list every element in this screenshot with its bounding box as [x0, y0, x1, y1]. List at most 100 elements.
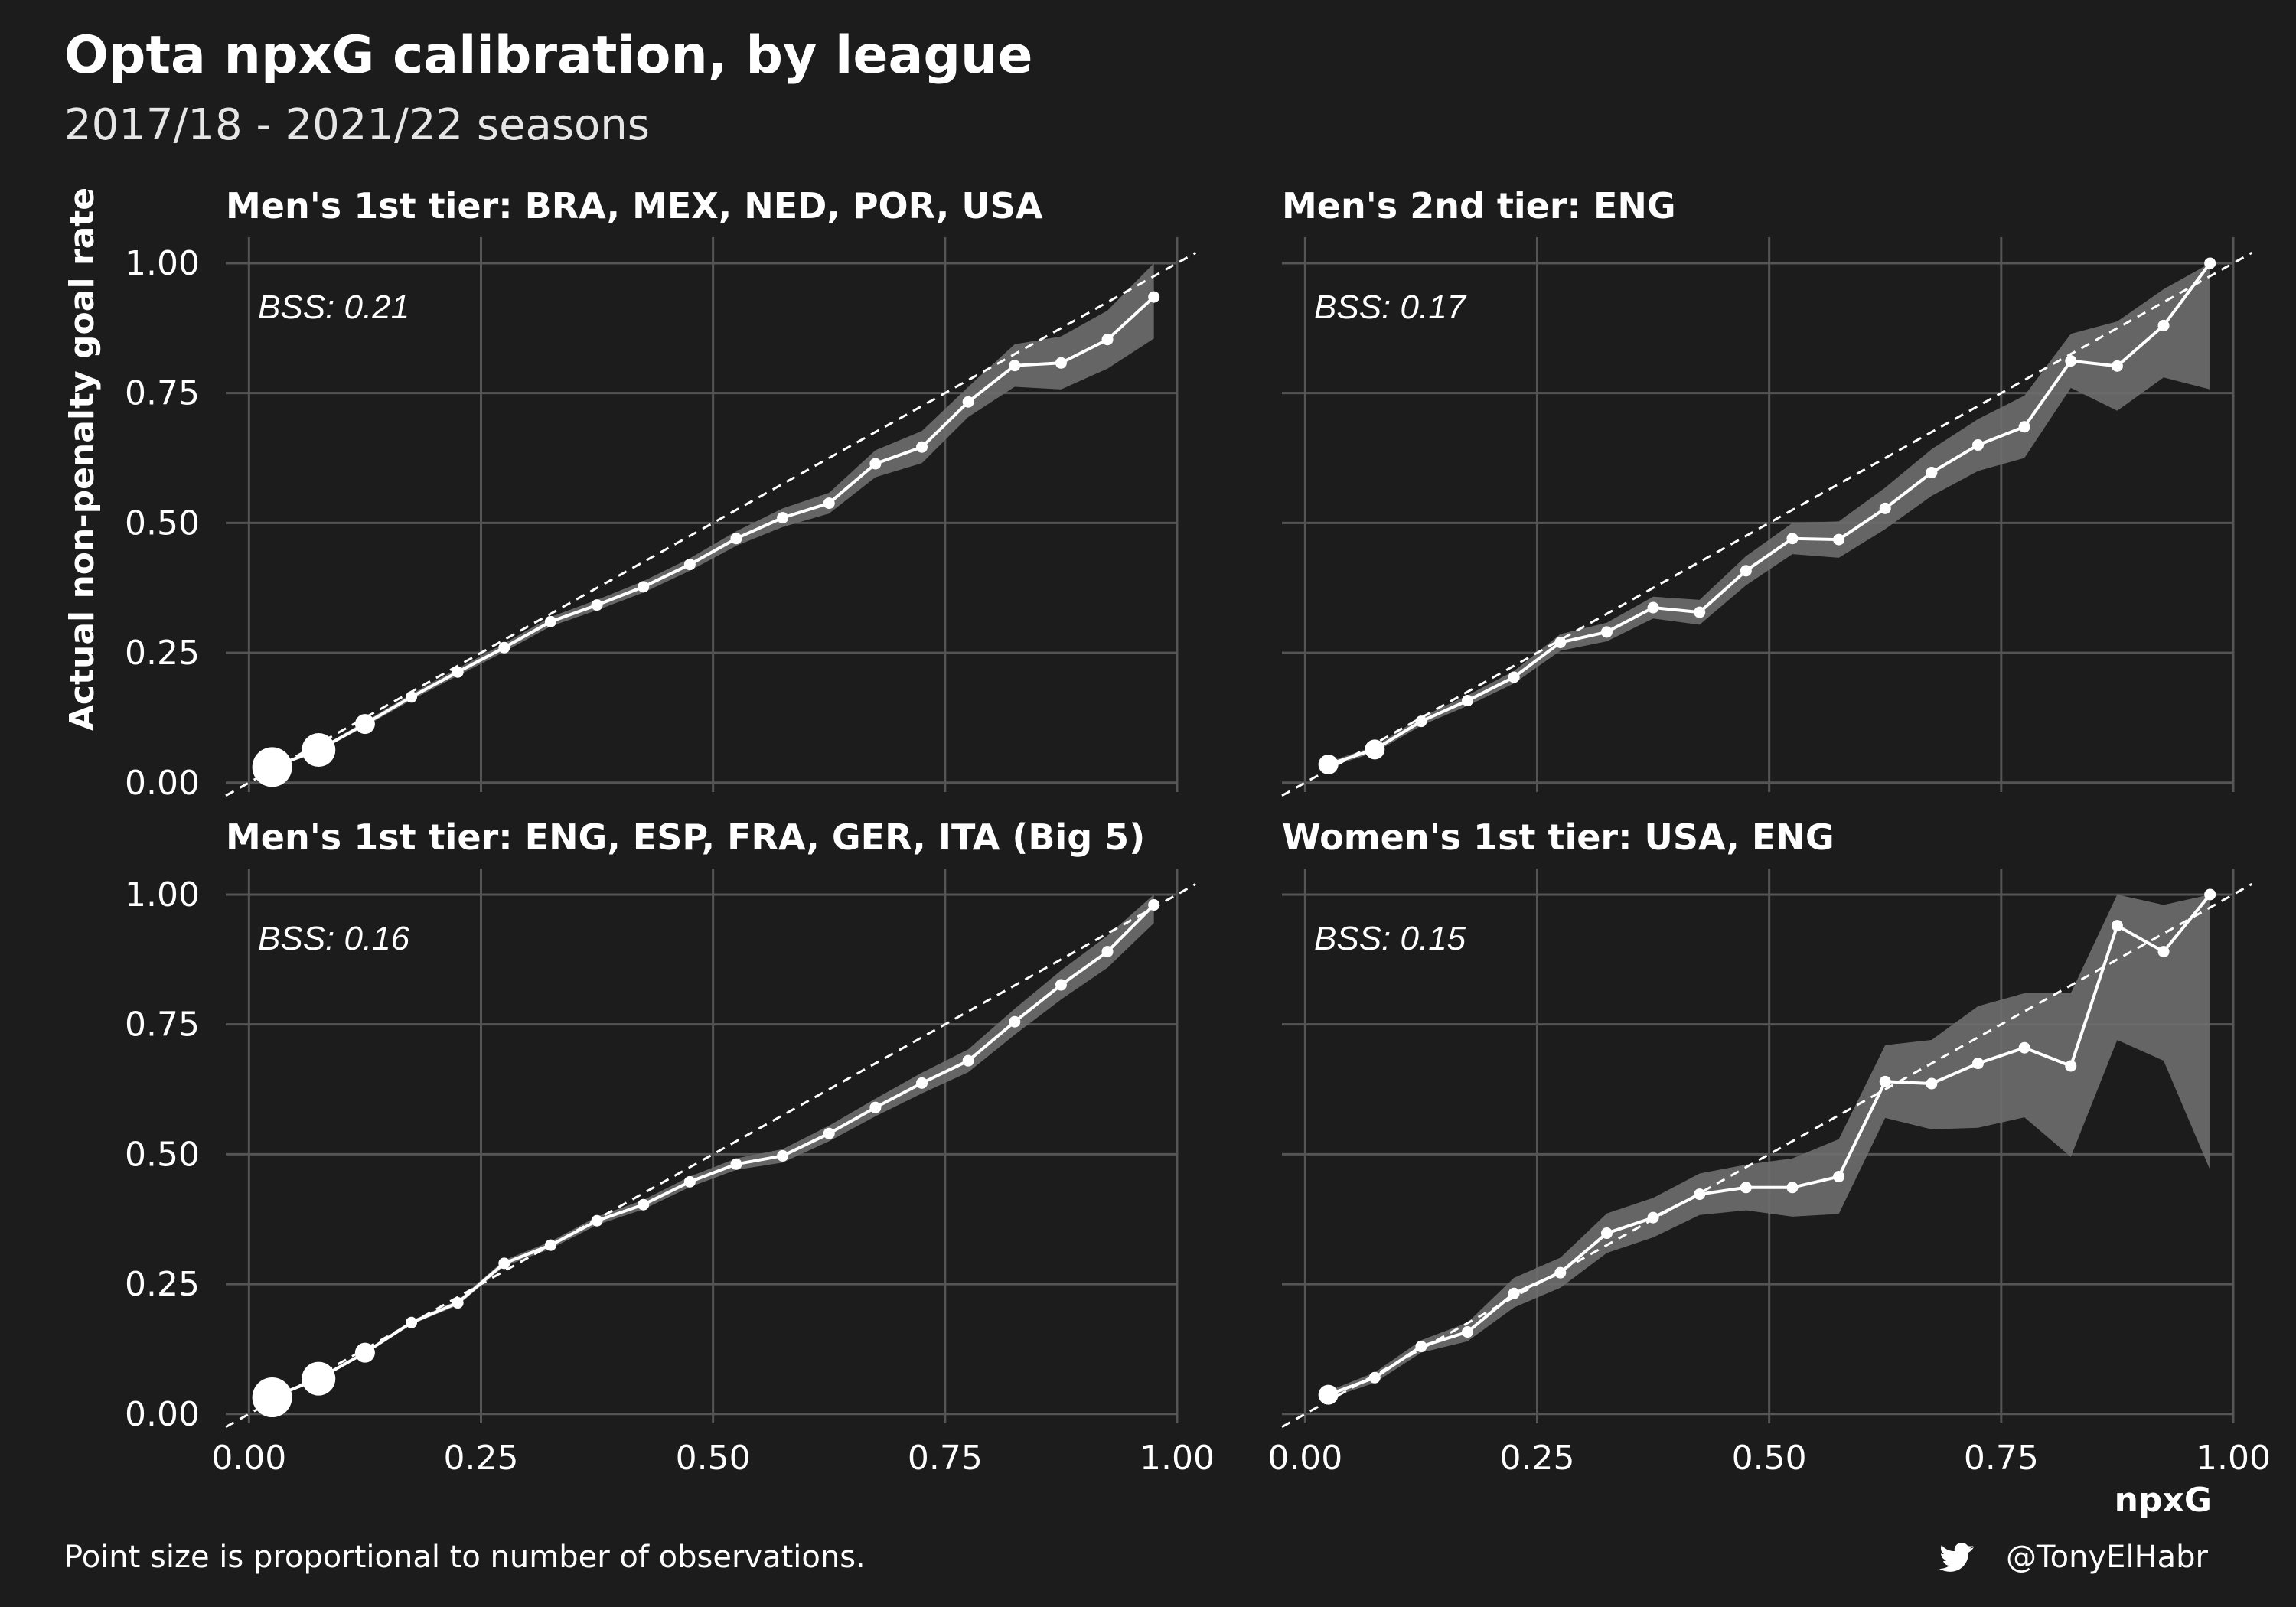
- calibration-point: [1926, 1077, 1938, 1090]
- calibration-point: [916, 441, 928, 453]
- calibration-point: [1508, 671, 1520, 683]
- x-tick-label: 0.50: [1732, 1439, 1807, 1478]
- calibration-point: [1786, 1182, 1799, 1194]
- chart-subtitle: 2017/18 - 2021/22 seasons: [64, 100, 650, 150]
- calibration-point: [869, 1101, 882, 1113]
- x-tick-label: 1.00: [1140, 1439, 1215, 1478]
- calibration-point: [1148, 899, 1160, 911]
- calibration-point: [730, 533, 742, 545]
- bss-annotation: BSS: 0.21: [258, 288, 409, 326]
- calibration-point: [1101, 946, 1114, 958]
- calibration-point: [1365, 739, 1385, 760]
- calibration-point: [1462, 1326, 1474, 1338]
- calibration-point: [252, 747, 292, 787]
- calibration-point: [1415, 715, 1427, 728]
- calibration-point: [962, 1054, 974, 1067]
- calibration-point: [1740, 565, 1752, 577]
- calibration-point: [252, 1377, 292, 1418]
- calibration-point: [2157, 319, 2170, 331]
- calibration-point: [916, 1077, 928, 1089]
- caption-note: Point size is proportional to number of …: [64, 1540, 866, 1575]
- facet-panel: Men's 2nd tier: ENG BSS: 0.17: [1281, 185, 2252, 797]
- calibration-line: [271, 295, 1156, 769]
- facet-panels: Men's 1st tier: BRA, MEX, NED, POR, USA 0…: [125, 185, 2271, 1478]
- calibration-line: [271, 904, 1156, 1399]
- calibration-point: [1318, 755, 1339, 775]
- calibration-point: [1508, 1287, 1520, 1299]
- calibration-point: [777, 1149, 789, 1162]
- x-tick-label: 0.75: [1964, 1439, 2039, 1478]
- panel-strip-label: Men's 1st tier: BRA, MEX, NED, POR, USA: [226, 185, 1043, 227]
- calibration-point: [869, 458, 882, 470]
- facet-panel: Men's 1st tier: BRA, MEX, NED, POR, USA 0…: [125, 185, 1196, 803]
- calibration-point: [1926, 467, 1938, 479]
- calibration-point: [1415, 1341, 1427, 1353]
- facet-panel: Women's 1st tier: USA, ENG 0.00 0.25 0.50 0.…: [1267, 817, 2271, 1478]
- bss-annotation: BSS: 0.16: [258, 920, 410, 957]
- calibration-point: [1694, 606, 1706, 618]
- calibration-point: [1740, 1182, 1752, 1194]
- panel-strip-label: Men's 1st tier: ENG, ESP, FRA, GER, ITA …: [226, 817, 1145, 858]
- calibration-point: [683, 559, 696, 571]
- calibration-point: [1647, 601, 1659, 614]
- calibration-point: [1879, 502, 1891, 514]
- calibration-line: [1328, 262, 2212, 766]
- panel-strip-label: Women's 1st tier: USA, ENG: [1282, 817, 1835, 858]
- x-tick-label: 0.75: [908, 1439, 983, 1478]
- calibration-point: [1368, 1371, 1381, 1384]
- calibration-point: [406, 691, 418, 703]
- calibration-point: [406, 1316, 418, 1328]
- y-axis-label: Actual non-penalty goal rate: [63, 187, 102, 731]
- y-tick-label: 0.75: [125, 1006, 200, 1045]
- bss-annotation: BSS: 0.17: [1314, 288, 1467, 326]
- calibration-point: [1318, 1384, 1339, 1405]
- calibration-point: [1148, 291, 1160, 303]
- y-tick-label: 1.00: [125, 875, 200, 914]
- calibration-point: [962, 396, 974, 408]
- y-tick-label: 0.50: [125, 504, 200, 543]
- caption-handle: @TonyElHabr: [2006, 1540, 2209, 1575]
- x-tick-label: 1.00: [2196, 1439, 2271, 1478]
- x-axis-label: npxG: [2115, 1481, 2212, 1520]
- calibration-point: [544, 615, 556, 627]
- calibration-point: [354, 714, 375, 735]
- calibration-point: [1055, 979, 1067, 991]
- x-tick-label: 0.25: [444, 1439, 519, 1478]
- x-tick-label: 0.50: [676, 1439, 751, 1478]
- y-tick-label: 0.50: [125, 1135, 200, 1174]
- calibration-line: [1327, 893, 2212, 1397]
- calibration-point: [2204, 257, 2216, 269]
- calibration-point: [823, 497, 835, 510]
- reference-line-diagonal: [1281, 883, 2252, 1429]
- chart-title: Opta npxG calibration, by league: [64, 25, 1033, 86]
- calibration-point: [1879, 1075, 1891, 1087]
- y-tick-label: 0.00: [125, 1395, 200, 1434]
- calibration-point: [1055, 357, 1067, 369]
- calibration-point: [1554, 1266, 1567, 1279]
- panel-strip-label: Men's 2nd tier: ENG: [1282, 185, 1676, 227]
- calibration-point: [302, 733, 336, 768]
- calibration-point: [2065, 1060, 2077, 1072]
- calibration-point: [591, 599, 603, 611]
- calibration-point: [1786, 533, 1799, 545]
- reference-line-diagonal: [1281, 252, 2252, 797]
- twitter-bird-icon: [1939, 1543, 1975, 1572]
- calibration-point: [1972, 439, 1985, 451]
- calibration-point: [1600, 1227, 1613, 1240]
- calibration-point: [544, 1239, 556, 1251]
- x-tick-label: 0.25: [1500, 1439, 1575, 1478]
- calibration-point: [638, 581, 650, 593]
- calibration-point: [2018, 1041, 2030, 1054]
- calibration-point: [2157, 946, 2170, 958]
- calibration-point: [777, 512, 789, 524]
- calibration-point: [1833, 533, 1845, 546]
- reference-line-diagonal: [225, 252, 1196, 797]
- x-tick-label: 0.00: [1267, 1439, 1342, 1478]
- calibration-point: [2065, 355, 2077, 367]
- calibration-point: [498, 1257, 510, 1270]
- bss-annotation: BSS: 0.15: [1314, 920, 1466, 957]
- calibration-point: [498, 641, 510, 654]
- calibration-point: [2204, 888, 2216, 901]
- calibration-point: [1600, 626, 1613, 638]
